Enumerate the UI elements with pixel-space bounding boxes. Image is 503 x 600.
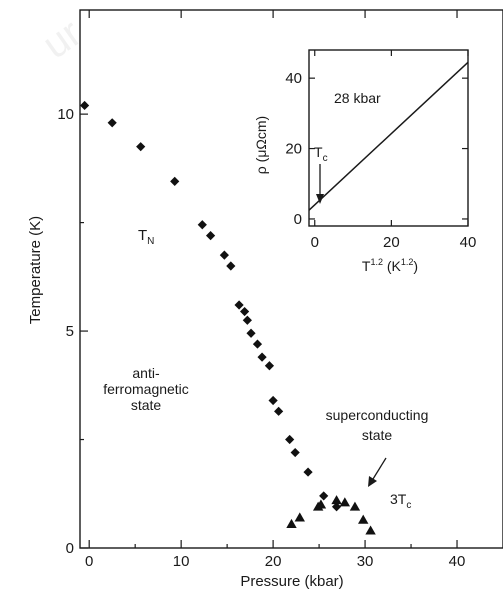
inset-chart: 0 20 40 0 20 40 28 kbar Tc T1.2 (K1.2) ρ (μΩ… [253,49,477,274]
main-x-tick-label-0: 0 [85,553,93,570]
main-x-tick-label-3: 30 [357,553,374,570]
afm-label-line2: ferromagnetic [103,381,189,397]
tn-point-21 [331,502,342,512]
tc-point-5 [339,497,351,507]
main-x-tick-label-2: 20 [265,553,282,570]
main-y-tick-label-1: 5 [66,323,74,340]
main-ticks [80,10,458,549]
tn-point-19 [303,467,313,477]
tn-point-17 [285,434,295,445]
tn-point-20 [319,491,329,501]
inset-background [282,50,468,226]
tn-point-14 [264,361,275,371]
tc-point-6 [349,501,361,511]
sc-label-line2: state [362,427,393,443]
tn-point-18 [290,447,300,458]
tn-point-8 [234,300,244,310]
tc-point-4 [331,495,342,505]
tn-point-13 [257,352,267,362]
inset-y-tick-label-2: 40 [285,70,302,87]
tn-point-3 [170,176,180,186]
afm-label-line1: anti- [132,365,160,381]
tn-point-0 [79,100,90,111]
main-x-tick-label-4: 40 [449,553,466,570]
main-x-tick-label-1: 10 [173,553,190,570]
inset-tc-arrow [316,164,324,204]
tn-annotation: TN [138,227,154,247]
main-plot-frame [79,9,503,549]
inset-y-tick-labels: 0 20 40 [285,70,302,228]
tn-point-16 [274,406,284,416]
inset-series-line [308,61,469,211]
tn-point-6 [219,250,229,260]
inset-tc-annotation: Tc [314,144,328,164]
main-x-axis-label: Pressure (kbar) [240,573,343,590]
tn-point-15 [268,395,278,406]
tn-point-9 [240,306,250,317]
tn-point-10 [242,315,252,325]
tc-point-0 [286,518,297,529]
afm-label-line3: state [131,397,162,413]
tc-point-3 [315,499,327,509]
main-y-tick-label-0: 0 [66,540,74,557]
tc-series [286,495,376,535]
inset-y-tick-label-1: 20 [285,141,302,158]
inset-y-axis-label: ρ (μΩcm) [253,116,269,174]
sc-label-line1: superconducting [326,407,429,423]
tn-point-5 [205,231,216,241]
inset-ticks [309,50,469,226]
main-y-tick-label-2: 10 [57,106,74,123]
tc-annotation: 3Tc [390,491,411,511]
tc-point-7 [358,514,369,524]
inset-x-tick-label-2: 40 [460,234,477,251]
tn-point-2 [136,142,146,152]
tn-series [79,100,342,512]
inset-plot-frame [308,49,469,227]
tn-point-11 [246,328,256,338]
inset-x-tick-labels: 0 20 40 [311,234,477,251]
main-x-tick-labels: 0 10 20 30 40 [85,553,465,570]
main-y-tick-labels: 0 5 10 [57,106,74,557]
inset-x-tick-label-1: 20 [383,234,400,251]
tc-point-8 [365,525,376,535]
tc-point-1 [294,512,305,522]
main-y-axis-label: Temperature (K) [27,216,44,324]
inset-title: 28 kbar [334,90,381,106]
watermark: ur [35,11,89,67]
tn-point-12 [252,339,263,349]
sc-arrow [368,457,387,487]
inset-x-tick-label-0: 0 [311,234,319,251]
inset-y-tick-label-0: 0 [294,211,302,228]
tn-point-1 [107,118,117,128]
tn-point-4 [197,220,207,230]
inset-x-axis-label: T1.2 (K1.2) [362,257,418,274]
main-chart: 0 10 20 30 40 0 5 10 Pressure (kbar) Temperatu… [27,9,503,590]
tn-point-7 [226,261,236,271]
